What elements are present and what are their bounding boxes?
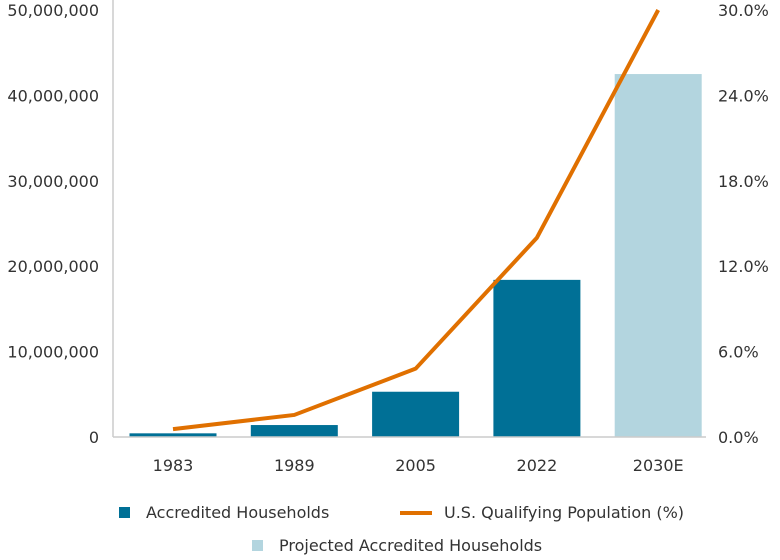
left-tick-label: 50,000,000 (7, 1, 99, 20)
x-tick-label: 1983 (153, 456, 194, 475)
right-tick-label: 12.0% (718, 257, 769, 276)
legend-label: Projected Accredited Households (279, 536, 543, 555)
legend-swatch-accredited (119, 507, 130, 518)
bar-2005 (372, 391, 460, 437)
legend-item-accredited: Accredited Households (119, 503, 329, 522)
legend-item-projected: Projected Accredited Households (252, 536, 542, 555)
bar-2030E (614, 74, 702, 438)
right-tick-label: 30.0% (718, 1, 769, 20)
left-tick-label: 20,000,000 (7, 257, 99, 276)
legend-item-population: U.S. Qualifying Population (%) (400, 503, 684, 522)
x-tick-label: 2022 (517, 456, 558, 475)
legend-label: U.S. Qualifying Population (%) (444, 503, 685, 522)
left-tick-label: 40,000,000 (7, 86, 99, 105)
right-tick-label: 24.0% (718, 86, 769, 105)
left-tick-label: 10,000,000 (7, 343, 99, 362)
bar-2022 (493, 279, 581, 437)
population-line (172, 9, 660, 432)
bar-1983 (129, 433, 217, 437)
x-tick-label: 1989 (274, 456, 315, 475)
right-tick-label: 18.0% (718, 172, 769, 191)
bar-1989 (250, 425, 338, 437)
legend-line-population (400, 510, 432, 515)
right-tick-label: 0.0% (718, 428, 759, 447)
combo-chart: 0 10,000,000 20,000,000 30,000,000 40,000,00… (7, 0, 769, 475)
left-tick-label: 30,000,000 (7, 172, 99, 191)
right-tick-label: 6.0% (718, 343, 759, 362)
legend-label: Accredited Households (146, 503, 330, 522)
x-tick-label: 2005 (395, 456, 436, 475)
legend-swatch-projected (252, 540, 263, 551)
left-tick-label: 0 (89, 428, 99, 447)
x-tick-label: 2030E (633, 456, 684, 475)
